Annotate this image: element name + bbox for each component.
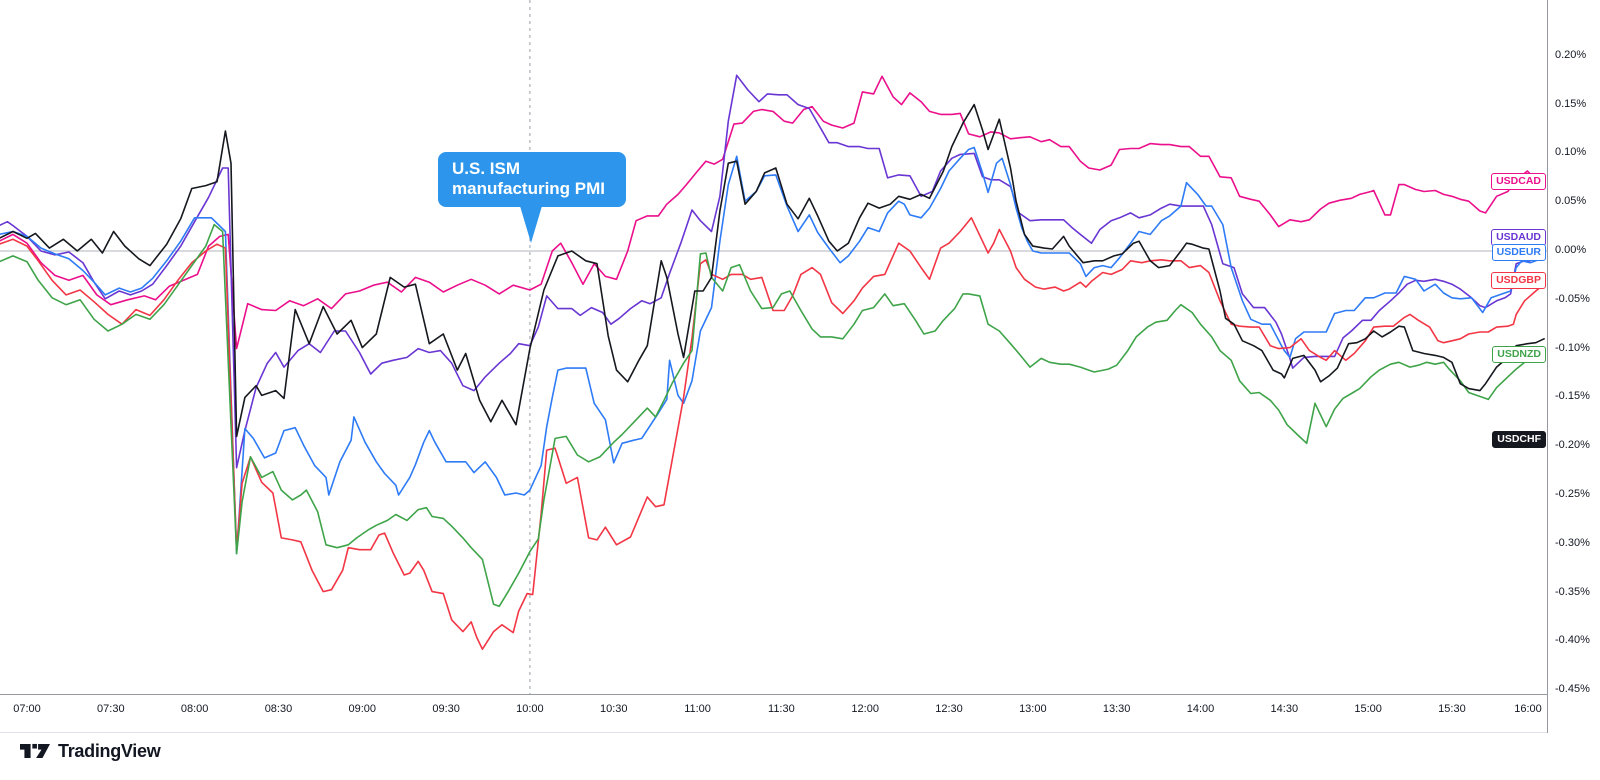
time-axis-tick: 11:30 (768, 703, 795, 715)
time-axis-tick: 08:30 (264, 703, 293, 715)
price-axis-tick: -0.05% (1555, 292, 1590, 305)
time-axis-tick: 15:00 (1354, 703, 1382, 715)
price-axis-scale[interactable]: 0.20% 0.15% 0.10% 0.05% 0.00% -0.05% -0.10% -0.… (1547, 0, 1600, 733)
time-axis-tick: 09:30 (432, 703, 460, 715)
time-axis-tick: 10:30 (599, 703, 628, 715)
price-axis-tick: 0.15% (1555, 97, 1587, 110)
time-axis-tick: 14:30 (1270, 703, 1299, 715)
price-axis-tick: -0.45% (1555, 683, 1590, 696)
time-axis-tick: 09:00 (348, 703, 377, 715)
event-annotation-line2: manufacturing PMI (452, 179, 606, 198)
series-line-usdgbp (0, 217, 1545, 651)
time-axis-tick: 13:30 (1102, 703, 1131, 715)
time-axis-tick: 15:30 (1438, 703, 1466, 715)
time-axis-tick: 12:30 (935, 703, 963, 715)
chart-plot-area[interactable] (0, 0, 1547, 694)
price-axis-tick: -0.40% (1555, 634, 1590, 647)
tradingview-logo-icon (20, 743, 50, 759)
time-axis-tick: 11:00 (684, 703, 711, 715)
tradingview-logo[interactable]: TradingView (20, 740, 161, 762)
time-axis-tick: 12:00 (851, 703, 879, 715)
price-axis-tick: 0.05% (1555, 195, 1587, 208)
event-annotation-tooltip[interactable]: U.S. ISM manufacturing PMI (438, 152, 626, 243)
series-line-usdnzd (0, 223, 1545, 608)
chart-footer: TradingView (0, 734, 1600, 780)
time-axis-tick: 13:00 (1019, 703, 1047, 715)
time-axis-tick: 14:00 (1186, 703, 1215, 715)
event-annotation-line1: U.S. ISM (452, 159, 521, 178)
price-axis-tick: 0.10% (1555, 146, 1587, 159)
time-axis-tick: 10:00 (516, 703, 544, 715)
price-axis-tick: -0.15% (1555, 390, 1590, 403)
price-axis-tick: -0.10% (1555, 341, 1590, 354)
price-axis-tick: 0.00% (1555, 244, 1587, 256)
price-axis-tick: -0.25% (1555, 488, 1590, 500)
price-axis-tick: -0.20% (1555, 439, 1590, 452)
chart-canvas[interactable] (0, 0, 1547, 694)
time-axis-tick: 16:00 (1514, 703, 1542, 715)
time-axis-tick: 07:30 (97, 703, 125, 715)
series-line-usdcad (0, 75, 1545, 350)
time-axis-tick: 08:00 (180, 703, 209, 715)
price-axis-tick: -0.35% (1555, 585, 1590, 598)
price-axis-tick: -0.30% (1555, 536, 1590, 549)
time-axis-scale[interactable]: 07:00 07:30 08:00 08:30 09:00 09:30 10:00 10:30… (0, 694, 1600, 733)
series-line-usdeur (0, 146, 1545, 555)
time-axis-tick: 07:00 (13, 703, 41, 715)
tradingview-brand-text: TradingView (58, 740, 161, 761)
price-axis-tick: 0.20% (1555, 48, 1587, 61)
